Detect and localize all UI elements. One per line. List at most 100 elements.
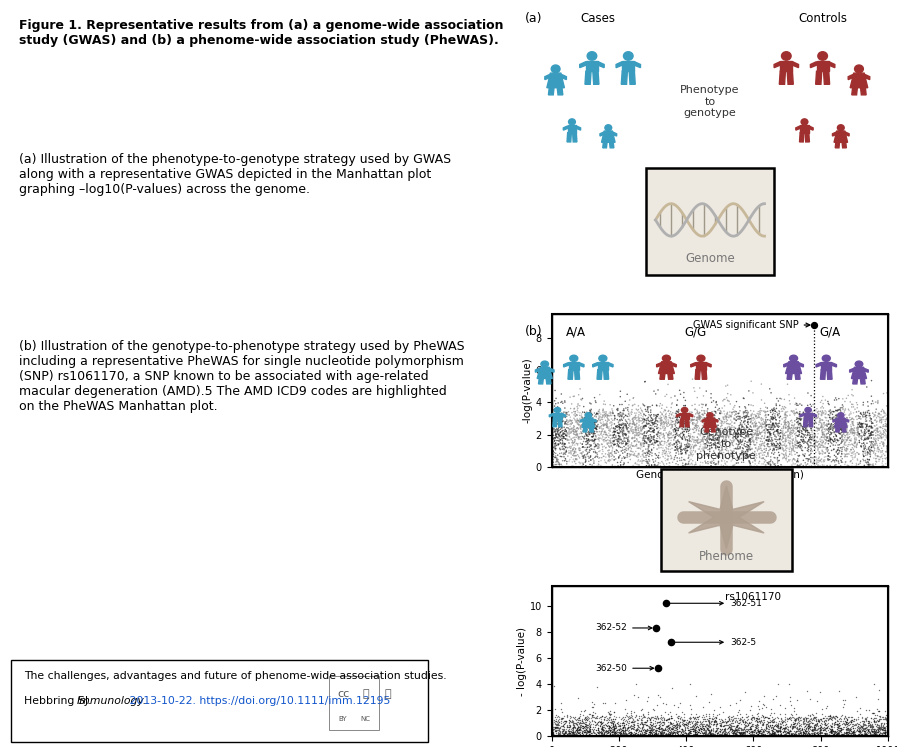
- Point: [784, 728, 798, 740]
- Point: [801, 387, 815, 399]
- Point: [843, 716, 858, 728]
- Point: [686, 448, 701, 460]
- Point: [675, 411, 690, 423]
- Point: [556, 715, 570, 727]
- Point: [553, 431, 568, 443]
- Point: [597, 434, 611, 446]
- Point: [597, 409, 611, 421]
- Point: [588, 416, 602, 428]
- Point: [777, 416, 791, 428]
- Point: [623, 417, 638, 429]
- Point: [646, 453, 660, 465]
- Point: [769, 414, 783, 426]
- Point: [823, 412, 837, 424]
- Point: [666, 729, 680, 741]
- Point: [729, 721, 744, 733]
- Point: [716, 427, 730, 438]
- Point: [762, 727, 777, 739]
- Point: [636, 448, 650, 460]
- Point: [569, 409, 583, 421]
- Polygon shape: [796, 126, 800, 130]
- Point: [825, 412, 840, 424]
- Point: [588, 433, 602, 445]
- Point: [719, 427, 734, 439]
- Polygon shape: [603, 143, 607, 148]
- Point: [661, 429, 675, 441]
- Point: [778, 730, 792, 742]
- Point: [766, 444, 780, 456]
- Point: [718, 444, 733, 456]
- Point: [603, 425, 617, 437]
- Point: [698, 728, 712, 740]
- Point: [556, 725, 570, 737]
- Point: [637, 434, 651, 446]
- Point: [790, 729, 805, 741]
- Point: [872, 728, 886, 740]
- Point: [675, 404, 689, 416]
- Point: [741, 440, 755, 452]
- Point: [785, 444, 799, 456]
- Point: [623, 712, 637, 724]
- Point: [588, 724, 603, 736]
- Point: [752, 716, 766, 728]
- Point: [719, 425, 734, 437]
- Point: [691, 413, 705, 425]
- Point: [746, 720, 761, 732]
- Point: [867, 724, 882, 736]
- Point: [718, 435, 732, 447]
- Point: [796, 448, 810, 460]
- Point: [854, 432, 868, 444]
- Point: [772, 433, 787, 445]
- Point: [815, 718, 830, 730]
- Point: [592, 405, 606, 417]
- Point: [731, 410, 745, 422]
- Point: [605, 420, 619, 432]
- Point: [640, 427, 654, 439]
- Point: [807, 416, 822, 428]
- Point: [839, 430, 853, 442]
- Point: [685, 459, 700, 471]
- Point: [609, 430, 623, 442]
- Point: [634, 714, 649, 726]
- Point: [579, 423, 594, 435]
- Point: [868, 712, 883, 724]
- Point: [816, 407, 831, 419]
- Point: [583, 416, 597, 428]
- Point: [823, 725, 837, 737]
- Point: [780, 722, 795, 734]
- Point: [581, 722, 596, 734]
- Point: [763, 722, 778, 734]
- Point: [606, 430, 621, 441]
- Point: [878, 453, 893, 465]
- Point: [790, 437, 805, 449]
- Point: [806, 440, 820, 452]
- Point: [602, 725, 616, 737]
- Point: [552, 711, 566, 723]
- Point: [564, 434, 579, 446]
- Point: [646, 724, 660, 736]
- Point: [641, 425, 656, 437]
- Point: [799, 728, 814, 740]
- Point: [600, 713, 614, 725]
- Point: [561, 721, 575, 733]
- Point: [774, 728, 788, 740]
- Point: [744, 726, 758, 738]
- Point: [692, 408, 707, 420]
- Point: [586, 725, 600, 737]
- Point: [610, 728, 624, 740]
- Point: [582, 725, 597, 737]
- Point: [787, 453, 801, 465]
- Point: [559, 727, 573, 739]
- Point: [756, 453, 771, 465]
- Point: [691, 406, 705, 418]
- Point: [850, 402, 865, 414]
- Point: [680, 441, 694, 453]
- Point: [752, 410, 766, 422]
- Point: [735, 730, 749, 742]
- Point: [804, 454, 818, 466]
- Point: [594, 725, 608, 737]
- Point: [683, 727, 697, 739]
- Point: [622, 710, 636, 722]
- Point: [880, 715, 894, 727]
- Point: [736, 715, 750, 727]
